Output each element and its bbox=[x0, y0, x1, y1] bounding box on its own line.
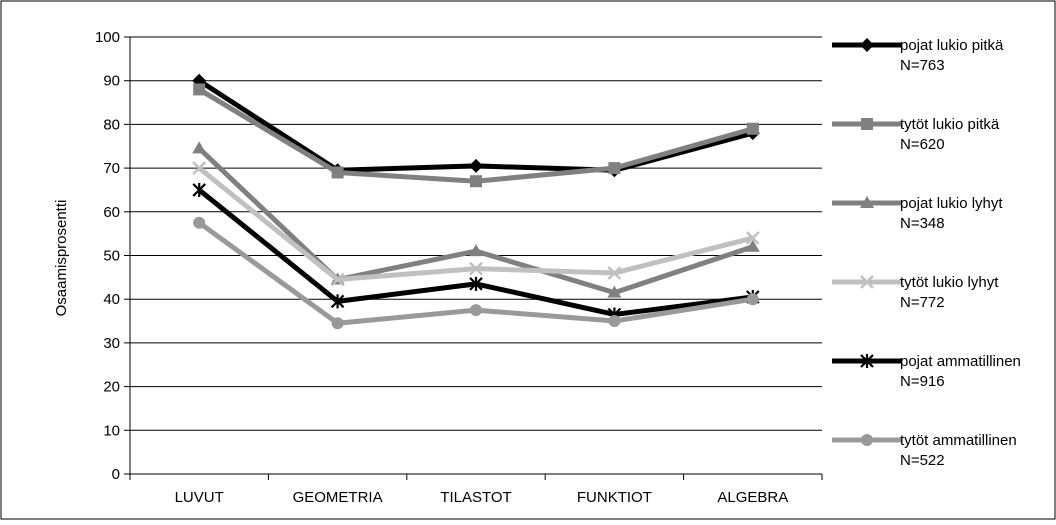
data-point-marker bbox=[469, 261, 483, 276]
y-tick-label: 100 bbox=[95, 29, 120, 46]
legend-n-label: N=522 bbox=[900, 452, 945, 469]
data-point-marker bbox=[745, 231, 760, 245]
data-point-marker bbox=[193, 216, 206, 229]
y-tick-label: 0 bbox=[112, 466, 120, 483]
data-point-marker bbox=[331, 317, 344, 330]
data-point-marker bbox=[746, 293, 759, 306]
data-point-marker-stroke bbox=[192, 161, 207, 175]
legend-n-label: N=763 bbox=[900, 57, 945, 74]
legend-label: pojat ammatillinen bbox=[900, 353, 1021, 370]
legend-marker bbox=[861, 434, 873, 446]
data-point-marker bbox=[607, 266, 622, 280]
x-tick-label: GEOMETRIA bbox=[293, 489, 383, 506]
data-point-marker bbox=[469, 276, 483, 291]
y-tick-label: 80 bbox=[103, 116, 120, 133]
legend-n-label: N=772 bbox=[900, 294, 945, 311]
data-point-marker bbox=[607, 285, 622, 298]
legend-marker bbox=[860, 354, 874, 368]
data-point-marker-stroke bbox=[745, 231, 760, 245]
y-tick-label: 70 bbox=[103, 160, 120, 177]
data-point-marker bbox=[192, 182, 206, 197]
x-tick-label: LUVUT bbox=[175, 489, 224, 506]
y-tick-label: 30 bbox=[103, 335, 120, 352]
axis-layer: 0 10 20 30 40 50 60 70 80 90 100 LUVUT GEOMETRIA TILA… bbox=[95, 29, 823, 506]
data-point-marker bbox=[745, 239, 760, 252]
data-point-marker bbox=[608, 315, 621, 328]
data-point-marker bbox=[470, 175, 482, 188]
data-point-marker bbox=[193, 83, 206, 96]
data-point-marker bbox=[330, 272, 345, 287]
legend-label: tytöt lukio lyhyt bbox=[900, 274, 999, 291]
y-tick-label: 20 bbox=[103, 379, 120, 396]
legend-marker bbox=[860, 275, 874, 289]
data-point-marker bbox=[608, 162, 621, 175]
data-point-marker bbox=[470, 304, 482, 317]
y-tick-label: 50 bbox=[103, 248, 120, 265]
data-point-marker-stroke bbox=[469, 261, 483, 276]
y-tick-label: 60 bbox=[103, 204, 120, 221]
data-point-marker bbox=[469, 244, 483, 257]
legend-label: tytöt lukio pitkä bbox=[900, 116, 1000, 133]
legend-marker-stroke bbox=[860, 275, 874, 289]
legend-label: tytöt ammatillinen bbox=[900, 432, 1017, 449]
legend-n-label: N=620 bbox=[900, 136, 945, 153]
x-tick-label: FUNKTIOT bbox=[577, 489, 652, 506]
data-point-marker bbox=[331, 166, 344, 179]
data-point-marker bbox=[192, 161, 207, 175]
legend-marker bbox=[861, 118, 873, 130]
data-point-marker-stroke bbox=[607, 266, 622, 280]
data-point-marker bbox=[330, 294, 345, 309]
legend-marker bbox=[860, 196, 874, 208]
y-tick-label: 90 bbox=[103, 73, 120, 90]
y-tick-label: 10 bbox=[103, 422, 120, 439]
series-layer bbox=[192, 73, 760, 330]
legend: pojat lukio pitkä N=763 tytöt lukio pitkä N… bbox=[832, 37, 1021, 469]
data-point-marker-stroke bbox=[330, 272, 345, 287]
x-tick-label: ALGEBRA bbox=[717, 489, 788, 506]
x-tick-label: TILASTOT bbox=[440, 489, 511, 506]
y-tick-label: 40 bbox=[103, 291, 120, 308]
data-point-marker bbox=[746, 122, 759, 135]
legend-n-label: N=916 bbox=[900, 373, 945, 390]
data-point-marker bbox=[192, 141, 207, 154]
legend-n-label: N=348 bbox=[900, 215, 945, 232]
legend-label: pojat lukio pitkä bbox=[900, 37, 1004, 54]
y-axis-label: Osaamisprosentti bbox=[53, 200, 70, 317]
legend-label: pojat lukio lyhyt bbox=[900, 195, 1003, 212]
data-point-marker bbox=[469, 158, 483, 173]
legend-marker bbox=[860, 38, 874, 52]
